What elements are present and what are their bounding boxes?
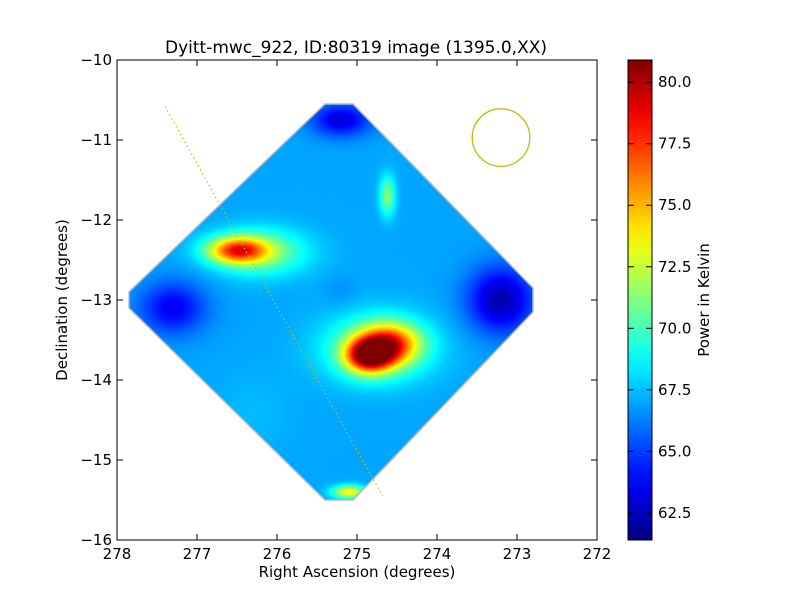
- x-tick-label: 275: [343, 545, 372, 563]
- colorbar-gradient: [628, 60, 652, 540]
- y-tick-label: −15: [80, 451, 112, 469]
- y-tick-label: −13: [80, 291, 112, 309]
- x-tick-label: 273: [503, 545, 532, 563]
- colorbar-tick-label: 65.0: [658, 442, 691, 460]
- y-axis-label: Declination (degrees): [53, 219, 71, 381]
- x-tick-label: 276: [263, 545, 292, 563]
- x-tick-label: 274: [423, 545, 452, 563]
- y-tick-label: −16: [80, 531, 112, 549]
- y-tick-label: −11: [80, 131, 112, 149]
- beam-circle: [471, 108, 531, 168]
- map-edge: [128, 103, 534, 501]
- plot-area: [116, 59, 598, 541]
- colorbar-ticks: 62.5 65.0 67.5 70.0 72.5 75.0 77.5 80.0: [628, 73, 691, 522]
- y-tick-label: −10: [80, 51, 112, 69]
- x-tick-label: 277: [183, 545, 212, 563]
- colorbar-tick-label: 75.0: [658, 196, 691, 214]
- y-axis: −10 −11 −12 −13 −14 −15 −16: [80, 51, 597, 549]
- x-axis: 278 277 276 275 274 273 272: [103, 60, 612, 563]
- y-tick-label: −12: [80, 211, 112, 229]
- colorbar: 62.5 65.0 67.5 70.0 72.5 75.0 77.5 80.0 Power i…: [627, 59, 713, 541]
- colorbar-tick-label: 62.5: [658, 504, 691, 522]
- x-tick-label: 278: [103, 545, 132, 563]
- chart-title: Dyitt-mwc_922, ID:80319 image (1395.0,XX…: [165, 38, 547, 58]
- colorbar-tick-label: 80.0: [658, 73, 691, 91]
- y-tick-label: −14: [80, 371, 112, 389]
- colorbar-frame: [627, 59, 653, 541]
- x-axis-label: Right Ascension (degrees): [259, 563, 456, 581]
- colorbar-tick-label: 77.5: [658, 135, 691, 153]
- colorbar-tick-label: 67.5: [658, 381, 691, 399]
- colorbar-tick-label: 70.0: [658, 319, 691, 337]
- colorbar-label: Power in Kelvin: [695, 243, 713, 357]
- colorbar-tick-label: 72.5: [658, 258, 691, 276]
- x-tick-label: 272: [583, 545, 612, 563]
